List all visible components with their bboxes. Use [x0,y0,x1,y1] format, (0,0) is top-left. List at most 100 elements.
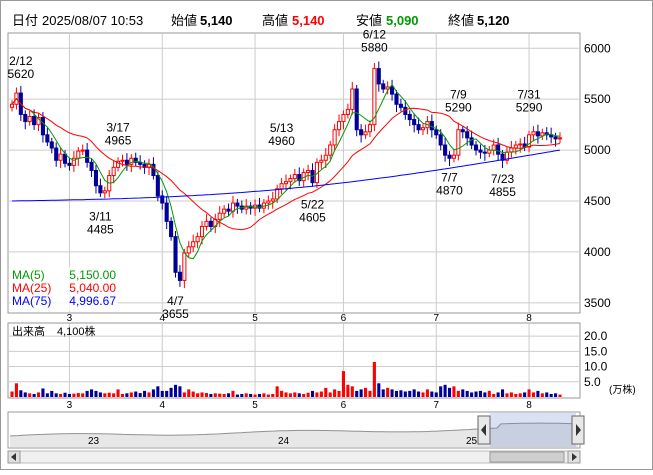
candle-body [292,174,297,180]
volume-bar [10,391,14,397]
price-x-tick: 6 [341,313,347,324]
volume-bar [257,393,262,397]
volume-bar [417,391,421,397]
candle-body [111,166,116,177]
volume-bar [134,391,138,397]
scroll-thumb[interactable] [489,451,565,463]
candle-body [222,208,227,214]
navigator-label-25: 25 [466,436,478,447]
candle-body [102,190,107,194]
volume-bar [235,394,239,397]
candle-body [266,200,271,204]
candle [341,110,346,130]
volume-bar [138,393,142,397]
volume-bar [125,393,129,397]
navigator-range[interactable] [490,413,576,447]
candle [297,167,302,186]
volume-bar [430,391,434,397]
high-value: 5,140 [292,13,325,28]
volume-bar [173,384,178,397]
candle [363,124,368,139]
candle-body [438,134,443,146]
candle-body [23,113,28,123]
volume-bar [45,393,49,397]
candle [129,154,134,173]
volume-bar [32,393,36,397]
volume-y-tick: 15.0 [584,344,608,358]
candle [36,113,41,132]
candle-body [443,144,448,156]
candle-body [62,153,68,164]
candle-body [58,153,63,161]
volume-bar [218,393,222,397]
legend-label: MA(75) [12,294,51,308]
candle-body [398,103,403,108]
annotation-value: 5880 [361,40,388,54]
navigator-right-handle[interactable] [571,415,585,445]
candle [372,63,377,132]
annotation-date: 7/31 [517,88,541,102]
navigator-left-handle[interactable] [477,415,491,445]
volume-bar [90,389,94,397]
scrollbar[interactable] [7,450,581,464]
candle-body [297,174,302,182]
volume-bar [253,394,257,397]
volume-bar [50,390,54,397]
high-label: 高値 [262,13,288,28]
candle [292,168,297,183]
candle-body [160,195,165,204]
candle [186,241,191,257]
price-x-tick: 5 [252,313,258,324]
candle [376,61,381,92]
legend-value: 5,150.00 [69,268,116,282]
annotation-value: 5290 [445,101,472,115]
candle [350,81,355,115]
candle-body [235,202,240,207]
volume-bar [244,393,248,397]
candle [270,191,275,209]
volume-bar [191,391,195,397]
volume-bar [165,390,169,397]
annotation-value: 3655 [162,307,189,321]
candle-body [226,208,231,212]
annotation-value: 4870 [436,183,463,197]
candle [283,174,289,191]
open-value: 5,140 [200,13,233,28]
candle-body [345,108,350,115]
volume-bar [231,390,235,397]
candle [89,158,94,177]
volume-bar [487,390,491,397]
candle [85,142,90,168]
volume-bar [200,392,204,397]
volume-bar [302,393,306,397]
volume-bars [10,361,562,397]
candle-body [332,129,337,146]
navigator-label-24: 24 [278,436,290,447]
candle [266,195,271,210]
price-x-tick: 4 [159,313,165,324]
candle [398,98,403,112]
candle [58,147,63,169]
candle [407,110,412,127]
volume-x-tick: 7 [433,400,439,411]
volume-bar [492,393,496,397]
annotation-value: 5290 [516,101,543,115]
candle-body [67,162,72,166]
candle-body [363,131,368,136]
volume-bar [337,390,341,397]
candle [173,231,178,278]
candle-body [390,86,395,95]
volume-bar [178,386,182,397]
candle-body [71,157,76,166]
candle [80,144,85,156]
candle-body [381,83,386,90]
candle [336,114,342,137]
volume-bar [328,392,332,397]
candle [111,160,116,184]
candle-body [32,115,37,126]
volume-bar [36,392,41,397]
candle [191,234,196,253]
candle [226,203,231,217]
